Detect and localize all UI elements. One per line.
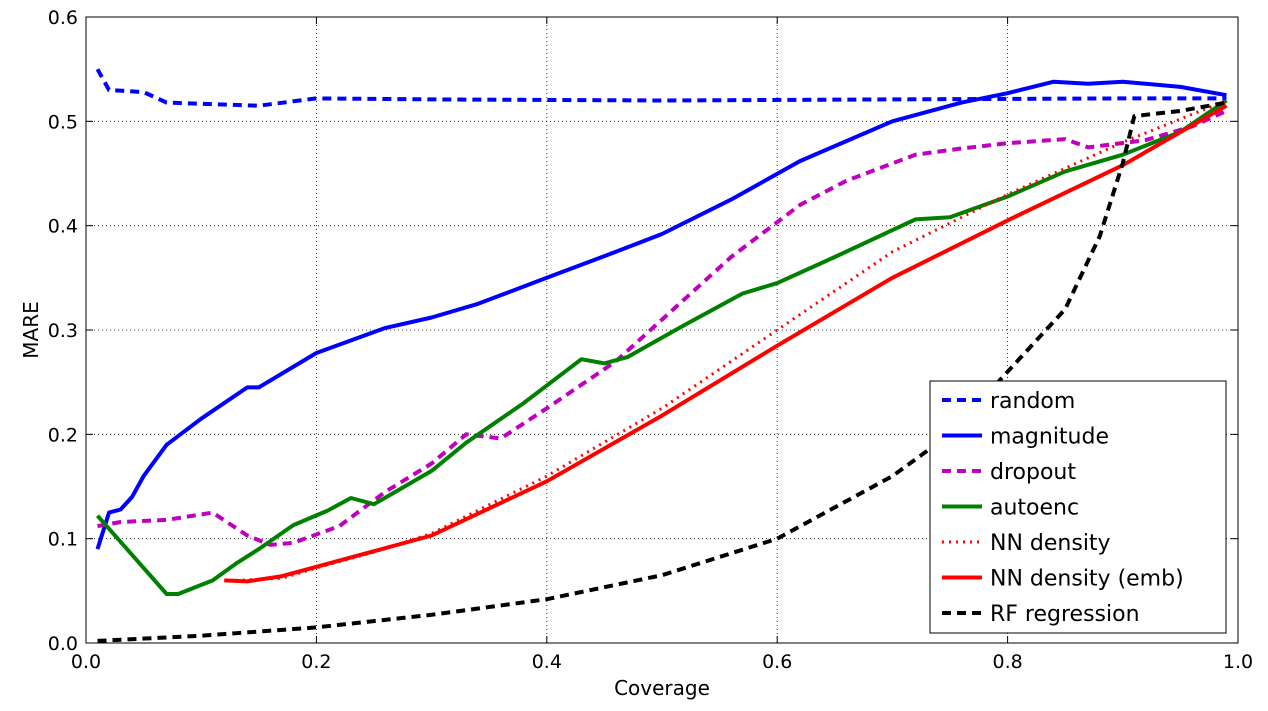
series-line-random: [95, 68, 1227, 108]
x-axis-label: Coverage: [614, 676, 710, 700]
y-tick-label: 0.2: [48, 424, 78, 446]
legend-label: autoenc: [990, 496, 1079, 521]
legend-label: magnitude: [990, 425, 1109, 450]
y-axis-label: MARE: [19, 301, 43, 358]
legend-label: random: [990, 389, 1075, 414]
legend-label: NN density: [990, 531, 1111, 556]
series-line-rf-regression: [97, 100, 1227, 643]
legend: random magnitude dropout autoenc NN density N…: [929, 380, 1227, 634]
x-tick-label: 1.0: [1223, 651, 1253, 673]
y-tick-label: 0.0: [48, 633, 78, 655]
x-tick-label: 0.4: [532, 651, 562, 673]
x-tick-label: 0.8: [992, 651, 1022, 673]
x-tick-label: 0.2: [301, 651, 331, 673]
legend-label: dropout: [990, 460, 1076, 485]
x-tick-label: 0.0: [71, 651, 101, 673]
legend-label: NN density (emb): [990, 567, 1184, 592]
series-line-dropout: [97, 109, 1228, 547]
legend-label: RF regression: [990, 602, 1140, 627]
series-line-magnitude: [95, 79, 1227, 550]
y-tick-label: 0.1: [48, 529, 78, 551]
series-line-autoenc: [96, 98, 1228, 596]
x-tick-label: 0.6: [762, 651, 792, 673]
series-line-nn-density-emb: [224, 103, 1228, 584]
axis-ticks: 0.0 0.2 0.4 0.6 0.8 1.0 0.0 0.1 0.2 0.3 0.4 0.5 0.6: [48, 7, 1253, 673]
y-tick-label: 0.5: [48, 111, 78, 133]
y-tick-label: 0.4: [48, 216, 78, 238]
y-tick-label: 0.6: [48, 7, 78, 29]
series-lines: [95, 68, 1228, 643]
y-tick-label: 0.3: [48, 320, 78, 342]
